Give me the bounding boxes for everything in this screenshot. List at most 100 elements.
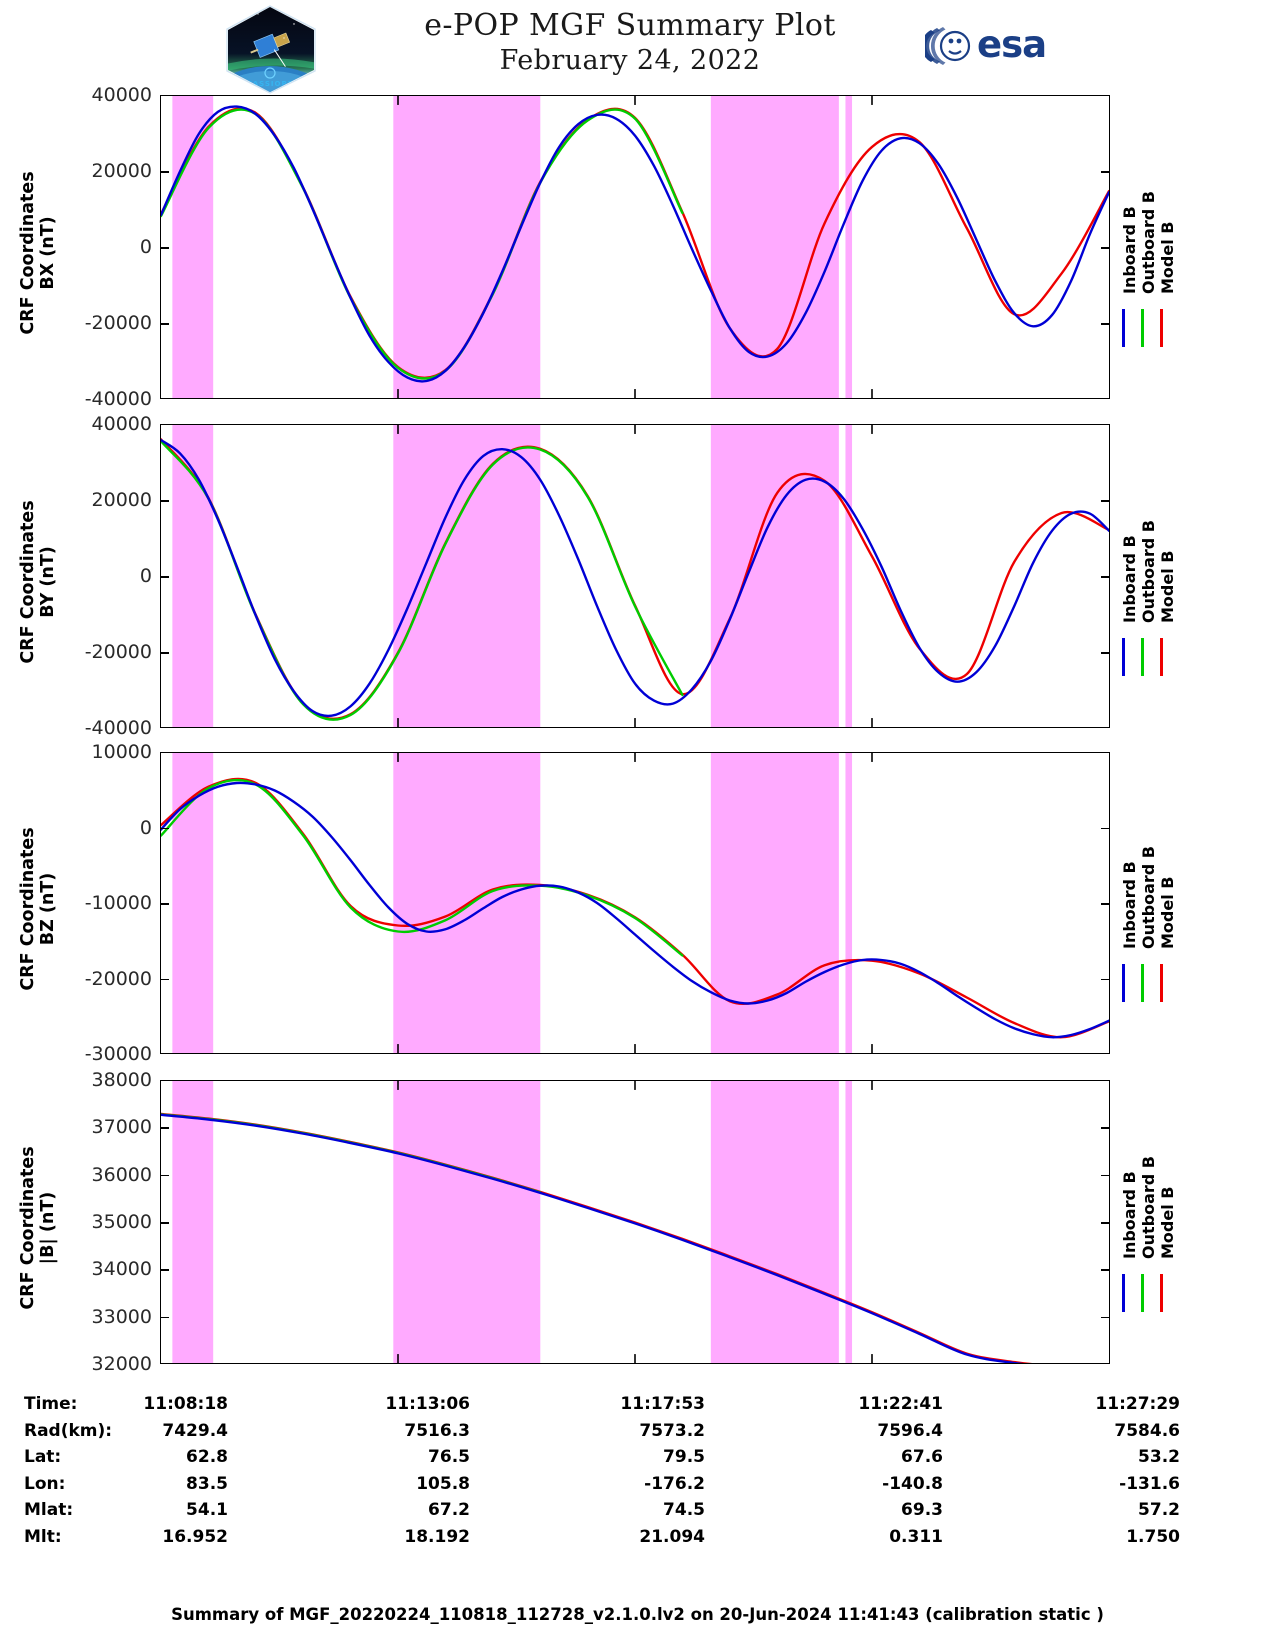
page-title: e-POP MGF Summary Plot February 24, 2022 [350, 8, 910, 78]
legend-swatch-2 [1160, 964, 1163, 1002]
legend-swatch-0 [1122, 964, 1125, 1002]
y-tickmark-right [1101, 323, 1110, 325]
y-tickmark-left [160, 903, 169, 905]
table-row: Rad(km): 7429.4 7516.3 7573.2 7596.4 7584.6 [0, 1421, 1275, 1448]
y-axis-label-line2: BZ (nT) [38, 872, 58, 946]
plot-panel-by [160, 424, 1110, 728]
y-tickmark-right [1101, 1174, 1110, 1177]
y-tick-label-bz-3: -20000 [84, 967, 152, 990]
legend-label-2: Model B [1158, 1186, 1177, 1259]
table-cell: 11:13:06 [385, 1394, 470, 1414]
y-tickmark-left [160, 171, 169, 173]
y-tickmark-left [160, 1174, 169, 1177]
y-tickmark-right [1101, 903, 1110, 905]
y-tick-label-by-0: 40000 [91, 413, 152, 435]
y-tickmark-left [160, 247, 169, 249]
table-row: Mlt: 16.952 18.192 21.094 0.311 1.750 [0, 1527, 1275, 1554]
plot-panel-bz [160, 752, 1110, 1054]
cassiope-mission-logo-icon: CASSIOPE [226, 5, 316, 94]
table-cell: 7429.4 [162, 1420, 228, 1441]
table-cell: 53.2 [1138, 1447, 1180, 1467]
table-cell: 0.311 [889, 1526, 943, 1547]
legend-swatch-0 [1122, 309, 1125, 347]
legend-swatch-2 [1160, 309, 1163, 347]
table-cell: 54.1 [186, 1500, 228, 1520]
legend-swatches [1120, 964, 1200, 1004]
table-cell: 18.192 [404, 1526, 470, 1547]
table-cell: 7596.4 [877, 1420, 943, 1441]
y-tickmark-right [1101, 978, 1110, 981]
legend-label-2: Model B [1158, 550, 1177, 623]
legend-swatch-1 [1141, 964, 1144, 1002]
legend-swatch-1 [1141, 309, 1144, 347]
table-row: Mlat: 54.1 67.2 74.5 69.3 57.2 [0, 1500, 1275, 1527]
y-axis-label-line2: BY (nT) [38, 546, 58, 618]
y-axis-label-line2: BX (nT) [38, 216, 58, 290]
legend-swatch-0 [1122, 1274, 1125, 1312]
table-cell: 67.6 [901, 1447, 943, 1467]
table-row-label: Mlt: [24, 1526, 62, 1547]
y-tick-label-bx-1: 20000 [91, 160, 152, 182]
table-cell: -140.8 [882, 1473, 943, 1494]
y-tick-label-by-3: -20000 [84, 641, 152, 663]
y-tick-label-by-4: -40000 [84, 717, 152, 739]
y-tickmark-left [160, 500, 169, 502]
table-cell: 105.8 [416, 1473, 470, 1494]
esa-logo-icon: esa [925, 23, 1047, 68]
y-tickmark-left [160, 1127, 169, 1129]
page-header: CASSIOPE e-POP MGF Summary Plot February… [0, 0, 1275, 94]
y-tick-label-bx-2: 0 [139, 236, 152, 258]
summary-footer: Summary of MGF_20220224_110818_112728_v2… [171, 1605, 1104, 1624]
ephemeris-table: Time: 11:08:18 11:13:06 11:17:53 11:22:41 11:… [0, 1394, 1275, 1553]
legend-swatch-1 [1141, 1274, 1144, 1312]
table-cell: 69.3 [901, 1500, 943, 1520]
legend-swatch-0 [1122, 638, 1125, 676]
esa-wordmark: esa [977, 23, 1047, 66]
svg-text:CASSIOPE: CASSIOPE [247, 80, 294, 88]
table-row-label: Mlat: [24, 1500, 74, 1520]
table-cell: 16.952 [162, 1526, 228, 1547]
y-tickmark-right [1101, 827, 1110, 830]
y-axis-label-bx: CRF Coordinates BX (nT) [18, 93, 58, 413]
legend-swatch-1 [1141, 638, 1144, 676]
y-tickmark-left [160, 1222, 169, 1224]
y-tick-label-bmag-5: 33000 [91, 1305, 152, 1328]
y-tick-label-bz-2: -10000 [84, 892, 152, 914]
table-cell: 1.750 [1126, 1526, 1180, 1547]
y-tickmark-left [160, 1316, 169, 1319]
legend-swatch-2 [1160, 638, 1163, 676]
table-cell: 62.8 [186, 1447, 228, 1467]
y-tickmark-right [1101, 171, 1110, 173]
legend-label-2: Model B [1158, 221, 1177, 294]
legend-bz: Inboard B Outboard B Model B [1116, 792, 1266, 1004]
y-tick-label-bmag-6: 32000 [91, 1353, 152, 1375]
table-cell: 76.5 [428, 1447, 470, 1467]
y-axis-label-line1: CRF Coordinates [18, 171, 38, 335]
y-axis-label-line1: CRF Coordinates [18, 1146, 38, 1310]
table-row-label: Lon: [24, 1473, 66, 1494]
table-cell: 11:17:53 [620, 1394, 705, 1414]
y-tick-label-bx-0: 40000 [91, 84, 152, 106]
y-tickmark-left [160, 827, 169, 830]
legend-label-1: Outboard B [1139, 520, 1158, 623]
table-cell: 11:22:41 [858, 1394, 943, 1414]
y-tickmark-right [1101, 652, 1110, 654]
legend-labels: Inboard B Outboard B Model B [1116, 135, 1266, 309]
y-tick-label-by-1: 20000 [91, 489, 152, 511]
y-tick-label-bz-4: -30000 [84, 1043, 152, 1065]
table-cell: 57.2 [1138, 1500, 1180, 1520]
y-tick-label-bz-0: 10000 [91, 741, 152, 763]
table-cell: 79.5 [663, 1447, 705, 1467]
table-cell: 7573.2 [639, 1420, 705, 1441]
y-tick-label-bmag-1: 37000 [91, 1116, 152, 1139]
plot-panel-bx [160, 95, 1110, 399]
legend-bmag: Inboard B Outboard B Model B [1116, 1120, 1266, 1314]
legend-label-1: Outboard B [1139, 1156, 1158, 1259]
y-tick-label-bmag-3: 35000 [91, 1211, 152, 1233]
y-tick-label-by-2: 0 [139, 565, 152, 587]
y-tickmark-right [1101, 1316, 1110, 1319]
legend-swatch-2 [1160, 1274, 1163, 1312]
legend-label-0: Inboard B [1120, 861, 1139, 949]
legend-labels: Inboard B Outboard B Model B [1116, 1120, 1266, 1274]
table-cell: 67.2 [428, 1500, 470, 1520]
